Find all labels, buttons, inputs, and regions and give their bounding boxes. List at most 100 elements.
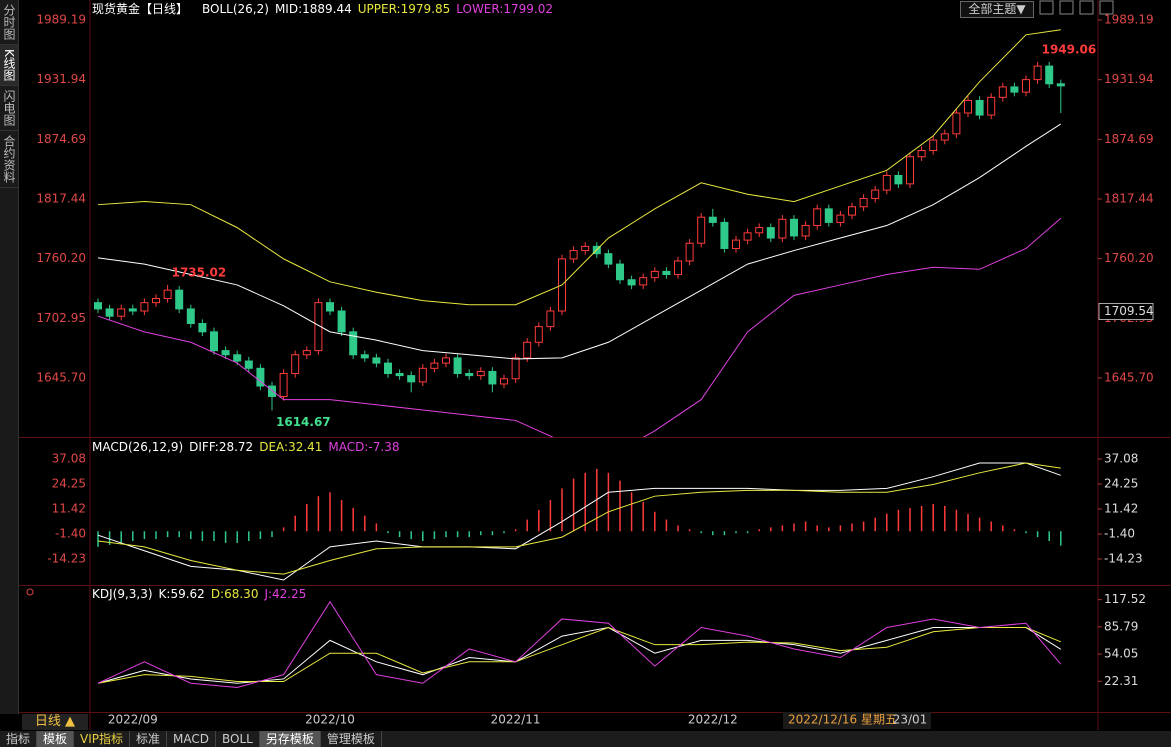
candle-body <box>418 367 427 383</box>
panel-header: 现货黄金【日线】 BOLL(26,2) MID:1889.44 UPPER:1979.… <box>92 1 553 16</box>
y-tick-label: 11.42 <box>1104 502 1138 516</box>
candle-body <box>534 326 543 343</box>
indicator-line <box>97 217 1062 437</box>
y-tick-label: 1874.69 <box>36 132 86 146</box>
candle-body <box>987 96 996 116</box>
legend-entry: LOWER:1799.02 <box>456 2 553 16</box>
candle-body <box>755 227 764 234</box>
legend-entry: K:59.62 <box>159 587 205 601</box>
y-tick-label: 37.08 <box>52 452 86 466</box>
candle-body <box>708 216 717 223</box>
candle-body <box>94 302 102 310</box>
indicator-line <box>97 462 1061 575</box>
candle-body <box>360 354 369 359</box>
icon[interactable] <box>1039 0 1054 15</box>
candle-body <box>256 367 265 387</box>
candle-body <box>140 302 149 312</box>
candle-body <box>430 362 439 369</box>
y-tick-label: 1931.94 <box>36 72 86 86</box>
y-tick-label: -14.23 <box>1104 552 1143 566</box>
y-tick-label: 117.52 <box>1104 592 1146 606</box>
candle-body <box>221 350 230 356</box>
y-tick-label: 1874.69 <box>1104 132 1154 146</box>
candle-body <box>291 354 300 375</box>
y-tick-label: 1817.44 <box>1104 192 1154 206</box>
legend-entry: DEA:32.41 <box>259 440 322 454</box>
icon[interactable] <box>1059 0 1074 15</box>
tab[interactable]: VIP指标 <box>74 731 131 747</box>
candle-body <box>1056 83 1065 87</box>
candle-body <box>453 357 462 375</box>
candle-body <box>1022 79 1030 93</box>
candle-body <box>732 239 740 249</box>
theme-button[interactable]: 全部主题▼ <box>960 1 1034 18</box>
candle-body <box>523 341 532 359</box>
candle-body <box>546 310 555 328</box>
candle-body <box>268 385 276 397</box>
icon[interactable] <box>26 588 34 596</box>
panel-title: MACD(26,12,9) <box>92 440 183 454</box>
legend-entry: MACD:-7.38 <box>328 440 399 454</box>
tab[interactable]: MACD <box>167 731 217 747</box>
candle-body <box>349 331 358 356</box>
sidebar-tab[interactable]: 闪电图 <box>0 86 18 131</box>
candle-body <box>639 277 648 286</box>
candle-body <box>186 308 195 325</box>
sidebar-tab[interactable]: 分时图 <box>0 0 18 45</box>
candle-body <box>233 354 242 362</box>
x-tick-label: 2022/09 <box>108 713 158 727</box>
cursor-date-box <box>783 712 931 729</box>
candle-body <box>407 375 416 383</box>
y-tick-label: 1645.70 <box>36 371 86 385</box>
candle-body <box>117 308 126 317</box>
candle-body <box>859 197 868 208</box>
x-tick-label: 23/01 <box>893 713 928 727</box>
indicator-line <box>97 600 1062 689</box>
panel-title: 现货黄金【日线】 <box>92 1 188 16</box>
y-tick-label: 24.25 <box>1104 477 1138 491</box>
tab[interactable]: 模板 <box>37 731 75 747</box>
candle-body <box>500 378 508 385</box>
indicator-name: BOLL(26,2) <box>202 2 269 16</box>
period-button[interactable]: 日线 ▲ <box>22 714 88 730</box>
candle-body <box>1033 65 1042 81</box>
candle-body <box>395 373 404 377</box>
sidebar-tab[interactable]: K线图 <box>0 45 18 86</box>
candle-body <box>279 373 288 397</box>
candle-body <box>766 227 775 239</box>
cursor-date: 2022/12/16 星期五 <box>788 713 897 727</box>
tab[interactable]: 另存模板 <box>259 731 321 747</box>
y-tick-label: 1760.20 <box>1104 251 1154 265</box>
candle-body <box>105 308 114 317</box>
candle-body <box>1045 65 1054 85</box>
tab[interactable]: BOLL <box>216 731 260 747</box>
extreme-label: 1735.02 <box>172 265 227 279</box>
candle-body <box>940 133 949 141</box>
indicator-line <box>97 626 1061 684</box>
candle-body <box>372 357 381 364</box>
y-tick-label: -1.40 <box>55 526 86 540</box>
icon[interactable] <box>1079 0 1094 15</box>
candle-body <box>210 331 218 352</box>
candle-body <box>801 225 810 237</box>
indicator-line <box>97 626 1062 684</box>
y-tick-label: 37.08 <box>1104 452 1138 466</box>
tab[interactable]: 标准 <box>130 731 168 747</box>
candle-body <box>465 373 474 377</box>
candle-body <box>871 189 880 199</box>
candle-body <box>616 263 624 281</box>
tab[interactable]: 指标 <box>0 731 38 747</box>
sidebar: 分时图 K线图 闪电图 合约资料 <box>0 0 19 714</box>
candle-body <box>581 245 590 252</box>
icon[interactable] <box>1099 0 1114 15</box>
candle-body <box>674 260 682 276</box>
sidebar-tab[interactable]: 合约资料 <box>0 131 18 188</box>
candle-body <box>882 175 891 191</box>
tab[interactable]: 管理模板 <box>321 731 382 747</box>
candle-body <box>998 86 1007 98</box>
candle-body <box>929 139 938 151</box>
candle-body <box>198 323 207 333</box>
candle-body <box>511 357 520 380</box>
panel-header: KDJ(9,3,3) K:59.62 D:68.30 J:42.25 <box>92 587 306 601</box>
y-tick-label: 54.05 <box>1104 647 1138 661</box>
